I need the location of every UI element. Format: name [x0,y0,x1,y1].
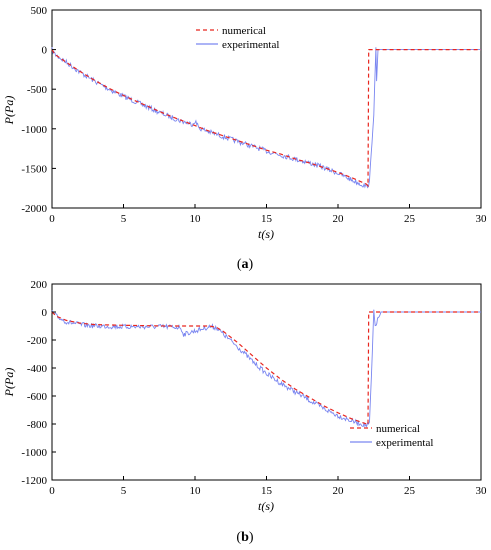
series-group-b [51,309,481,428]
y-tick-label-7: -1200 [21,475,47,487]
x-ticks-b: 0 5 10 15 20 25 30 [49,476,487,497]
panel-caption-b: (b) [236,530,253,545]
x-tick-label-4: 20 [333,213,345,225]
series-line-experimental [51,47,481,189]
y-tick-label-4: -1500 [21,163,47,175]
y-axis-label-b: P(Pa) [2,368,16,398]
x-tick-label-0: 0 [49,485,55,497]
x-tick-label-3: 15 [261,213,273,225]
y-axis-label-a: P(Pa) [2,96,16,126]
series-line-numerical [51,311,481,426]
x-tick-label-6: 30 [476,213,488,225]
y-tick-label-2: -200 [27,335,48,347]
y-tick-label-3: -1000 [21,124,47,136]
panel-b: 200 0 -200 -400 -600 -800 -1000 -1200 0 5 10 15 20 2… [2,279,487,545]
series-line-numerical [51,49,481,188]
y-ticks-a: 500 0 -500 -1000 -1500 -2000 [21,5,56,215]
y-tick-label-2: -500 [27,84,48,96]
legend-b: numerical experimental [350,423,433,449]
y-tick-label-3: -400 [27,363,48,375]
y-tick-label-4: -600 [27,391,48,403]
x-tick-label-0: 0 [49,213,55,225]
y-tick-label-1: 0 [42,307,48,319]
x-tick-label-2: 10 [190,485,202,497]
legend-label-experimental: experimental [376,437,433,449]
y-tick-label-1: 0 [42,45,48,57]
x-tick-label-5: 25 [404,213,416,225]
x-tick-label-2: 10 [190,213,202,225]
panel-caption-a: (a) [237,257,254,272]
x-ticks-a: 0 5 10 15 20 25 30 [49,204,487,225]
x-axis-label-a: t(s) [258,227,274,241]
legend-label-numerical: numerical [222,25,266,37]
x-tick-label-1: 5 [121,213,127,225]
y-ticks-b: 200 0 -200 -400 -600 -800 -1000 -1200 [21,279,56,487]
x-axis-label-b: t(s) [258,499,274,513]
legend-label-experimental: experimental [222,39,279,51]
y-tick-label-0: 200 [31,279,48,291]
plot-frame-b [51,283,482,481]
x-tick-label-1: 5 [121,485,127,497]
x-tick-label-4: 20 [333,485,345,497]
x-tick-label-5: 25 [404,485,416,497]
y-tick-label-5: -2000 [21,203,47,215]
y-tick-label-0: 500 [31,5,48,17]
panel-a: 500 0 -500 -1000 -1500 -2000 0 5 10 15 20 25 30 num… [2,5,487,272]
panel-label-a: a [242,257,249,272]
y-tick-label-6: -1000 [21,447,47,459]
series-line-experimental [51,309,481,428]
panel-label-b: b [241,530,249,545]
x-tick-label-6: 30 [476,485,488,497]
y-tick-label-5: -800 [27,419,48,431]
legend-a: numerical experimental [196,25,279,51]
x-tick-label-3: 15 [261,485,273,497]
series-group-a [51,47,481,189]
legend-label-numerical: numerical [376,423,420,435]
